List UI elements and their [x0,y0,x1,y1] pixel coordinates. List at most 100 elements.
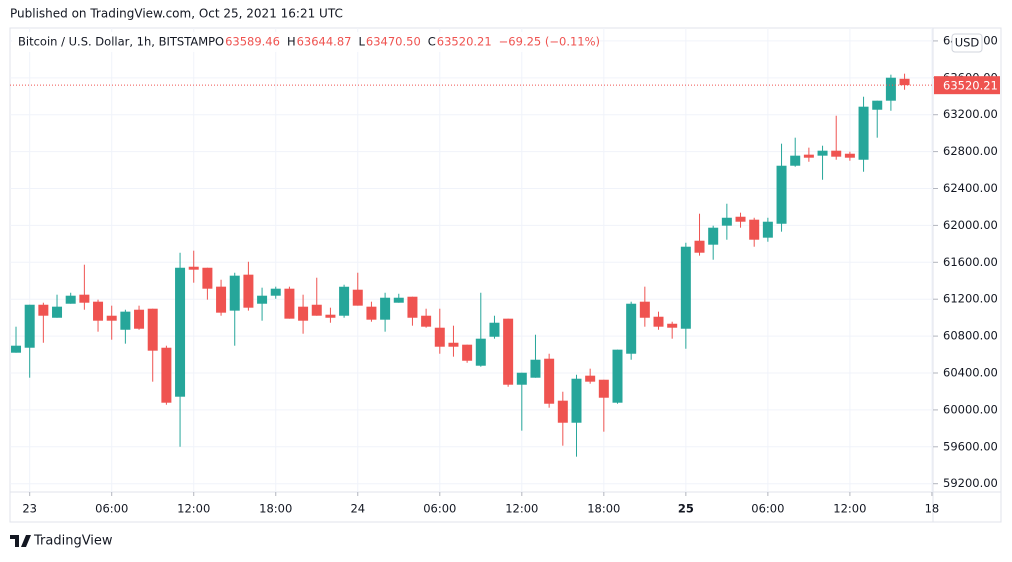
candle-body [749,219,760,240]
candle-body [270,288,281,296]
candle-body [899,78,910,86]
legend-key: C [428,35,436,49]
y-tick-label: 63200.00 [943,107,998,121]
candle-body [202,267,213,289]
candle-body [366,306,377,320]
logo [10,535,31,547]
candle-body [120,311,131,330]
candle-body [257,295,268,304]
legend-key: O [215,35,224,49]
legend-ohlc: O 63589.46 H 63644.87 L 63470.50 C 63520.21 −69.… [215,35,600,49]
candle-body [557,400,568,423]
candle-body [434,327,445,347]
candle-body [325,314,336,318]
published-note: Published on TradingView.com, Oct 25, 20… [10,7,343,21]
candle-body [134,309,145,329]
candles [10,73,933,457]
grid [10,28,933,492]
y-tick-label: 60800.00 [943,329,998,343]
x-tick-label: 06:00 [95,502,128,516]
candle-body [421,315,432,327]
candle-body [844,153,855,158]
legend-value: 63589.46 [225,35,280,49]
footer-brand: TradingView [33,534,113,549]
candle-body [65,295,76,304]
x-tick-label: 06:00 [423,502,456,516]
legend-value: 63520.21 [437,35,492,49]
candle-body [284,288,295,319]
legend-value: 63644.87 [297,35,352,49]
candle-body [544,358,555,404]
candle-body [407,296,418,318]
legend: Bitcoin / U.S. Dollar, 1h, BITSTAMP O 635… [12,32,600,52]
candle-body [530,359,541,378]
chart-frame [9,27,1002,523]
candle-body [817,150,828,156]
candle-body [188,266,199,270]
y-tick-label: 62000.00 [943,218,998,232]
x-tick-label: 25 [678,502,694,516]
candle-body [585,375,596,382]
candle-body [52,306,63,318]
candle-body [38,304,49,316]
legend-change: −69.25 (−0.11%) [499,35,600,49]
candle-body [79,294,90,303]
y-tick-label: 61600.00 [943,255,998,269]
candle-body [161,347,172,403]
y-tick-label: 61200.00 [943,292,998,306]
candle-body [393,297,404,303]
candle-body [858,106,869,160]
candle-body [216,286,227,313]
candle-body [448,342,459,347]
candle-body [885,77,896,101]
candle-body [229,275,240,311]
y-tick-label: 60000.00 [943,402,998,416]
y-tick-label: 59200.00 [943,476,998,490]
currency-button[interactable] [951,33,983,53]
candle-body [298,306,309,321]
y-tick-label: 62400.00 [943,181,998,195]
candle-body [106,315,117,321]
last-price-label: 63520.21 [943,79,998,93]
legend-value: 63470.50 [366,35,421,49]
candle-body [776,165,787,224]
candle-body [462,344,473,361]
candle-body [311,304,322,316]
candle-body [680,246,691,329]
candle-body [352,289,363,306]
candle-body [380,297,391,320]
candle-body [639,301,650,318]
currency-box: USD [951,33,983,53]
candle-body [11,345,22,353]
y-tick-label: 60400.00 [943,366,998,380]
candle-body [708,227,719,245]
y-tick-label: 59600.00 [943,439,998,453]
candle-body [147,308,158,351]
axes: 59200.00 59600.00 60000.00 60400.00 60800.00… [22,33,1000,516]
candle-body [339,286,350,316]
candle-body [175,267,186,397]
candle-body [735,216,746,222]
legend-key: L [358,35,365,49]
candle-body [626,303,637,354]
candle-body [93,301,104,321]
currency: USD [955,36,980,50]
candle-body [667,323,678,328]
candle-body [503,318,514,385]
candle-body [598,379,609,398]
candle-body [475,338,486,366]
candle-body [516,372,527,385]
candle-body [489,322,500,337]
x-tick-label: 18 [925,502,940,516]
candle-body [694,240,705,253]
candle-body [721,217,732,226]
x-tick-label: 06:00 [751,502,784,516]
x-tick-label: 12:00 [177,502,210,516]
legend-key: H [287,35,296,49]
x-tick-label: 18:00 [259,502,292,516]
candle-body [831,150,842,157]
footer: TradingView [10,534,113,549]
candle-body [762,221,773,238]
x-tick-label: 18:00 [587,502,620,516]
